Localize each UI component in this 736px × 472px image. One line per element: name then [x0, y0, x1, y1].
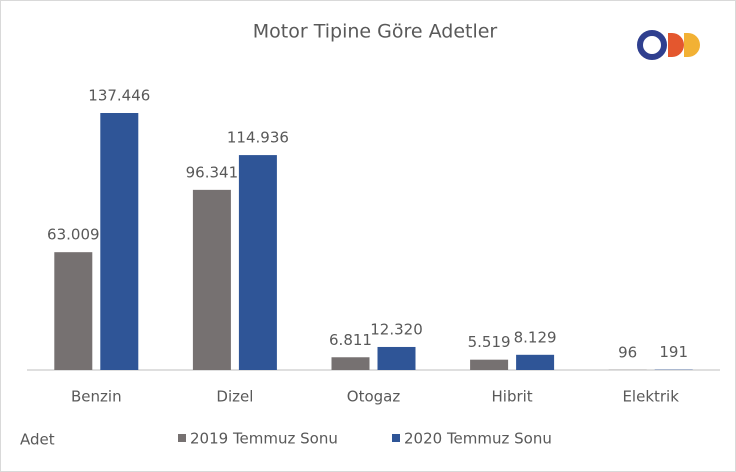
- bar: [192, 189, 231, 370]
- bar: [331, 357, 370, 370]
- x-tick-label: Otogaz: [347, 388, 401, 406]
- legend-label: 2020 Temmuz Sonu: [404, 430, 552, 448]
- legend-swatch: [178, 434, 186, 442]
- logo-ring: [637, 30, 667, 60]
- data-label: 5.519: [468, 333, 511, 351]
- bar: [377, 346, 416, 370]
- data-label: 137.446: [88, 87, 150, 105]
- legend-label: 2019 Temmuz Sonu: [190, 430, 338, 448]
- data-label: 63.009: [47, 226, 100, 244]
- chart-title: Motor Tipine Göre Adetler: [253, 21, 498, 43]
- bar: [470, 359, 509, 370]
- data-label: 96.341: [186, 163, 239, 181]
- data-label: 8.129: [514, 328, 557, 346]
- data-label: 6.811: [329, 331, 372, 349]
- data-label: 191: [659, 343, 688, 361]
- data-label: 114.936: [227, 129, 289, 147]
- logo-d2: [684, 33, 700, 57]
- bar: [54, 252, 93, 370]
- data-label: 12.320: [370, 320, 423, 338]
- bar: [100, 113, 139, 370]
- bar: [516, 354, 555, 370]
- x-tick-label: Elektrik: [622, 388, 679, 406]
- data-label: 96: [618, 343, 637, 361]
- logo: [637, 30, 700, 60]
- logo-d1: [668, 33, 684, 57]
- legend-swatch: [392, 434, 400, 442]
- x-tick-label: Benzin: [71, 388, 122, 406]
- x-tick-label: Dizel: [216, 388, 253, 406]
- bar: [238, 155, 277, 370]
- x-tick-label: Hibrit: [492, 388, 533, 406]
- y-axis-label: Adet: [20, 431, 55, 449]
